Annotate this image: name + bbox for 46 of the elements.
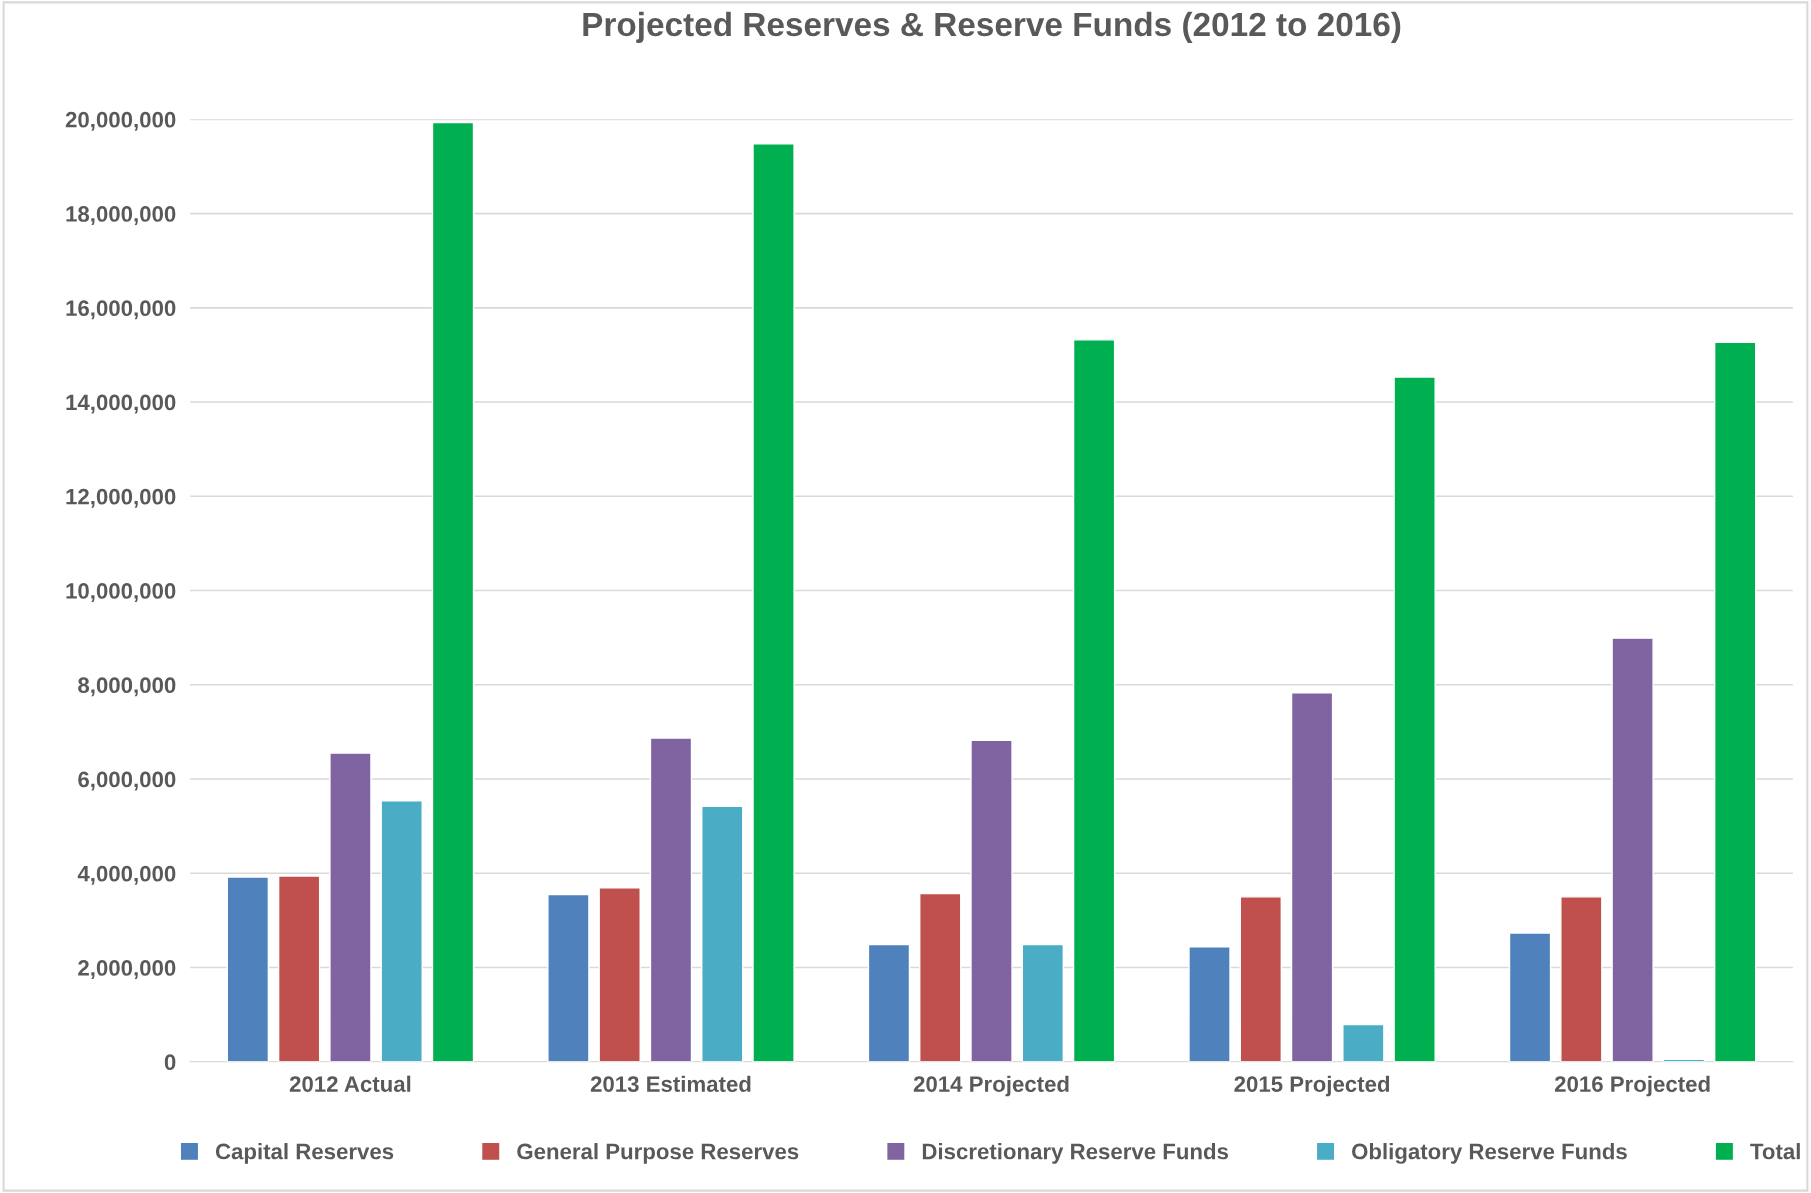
y-tick-label: 20,000,000 [65, 111, 176, 131]
bar [752, 143, 795, 1062]
bar [1560, 896, 1603, 1062]
bar [1072, 339, 1116, 1062]
bar [277, 875, 321, 1062]
y-tick-label: 16,000,000 [66, 300, 176, 320]
y-tick-label: 12,000,000 [66, 488, 176, 508]
y-tick-label: 18,000,000 [66, 206, 176, 226]
x-tick-label: 2015 Projected [1234, 1075, 1390, 1097]
bar [1508, 932, 1552, 1062]
legend-label: Total [1750, 1143, 1800, 1160]
x-tick-label: 2012 Actual [289, 1075, 411, 1092]
y-tick-label: 8,000,000 [78, 677, 176, 697]
y-tick-label: 10,000,000 [66, 583, 176, 603]
y-tick-label: 0 [164, 1054, 176, 1071]
bar [431, 121, 475, 1062]
bar [1393, 376, 1436, 1062]
y-tick-label: 6,000,000 [78, 771, 176, 791]
legend-label: General Purpose Reserves [517, 1143, 799, 1164]
bar [380, 800, 423, 1062]
bar [867, 943, 911, 1062]
legend-label: Capital Reserves [215, 1143, 394, 1164]
x-tick-label: 2016 Projected [1554, 1075, 1710, 1097]
bar [1239, 896, 1282, 1062]
bar [1342, 1023, 1385, 1062]
bar [970, 739, 1013, 1062]
bar [649, 737, 693, 1062]
bar [1021, 943, 1065, 1062]
bar [547, 893, 590, 1062]
chart-title: Projected Reserves & Reserve Funds (2012 to 2016) [583, 11, 1401, 43]
bar [226, 876, 270, 1062]
bar [919, 892, 962, 1062]
bar [1713, 341, 1757, 1062]
legend-label: Discretionary Reserve Funds [922, 1143, 1229, 1164]
bar [1611, 637, 1654, 1062]
bar [701, 805, 744, 1062]
y-tick-label: 4,000,000 [77, 865, 176, 885]
y-tick-label: 2,000,000 [78, 960, 176, 980]
bar [329, 752, 372, 1062]
bar [1188, 946, 1231, 1062]
x-tick-label: 2014 Projected [913, 1075, 1069, 1097]
y-tick-label: 14,000,000 [66, 394, 176, 414]
x-tick-label: 2013 Estimated [590, 1075, 751, 1093]
bar [598, 887, 641, 1062]
legend-label: Obligatory Reserve Funds [1352, 1143, 1627, 1164]
bar [1290, 692, 1334, 1062]
